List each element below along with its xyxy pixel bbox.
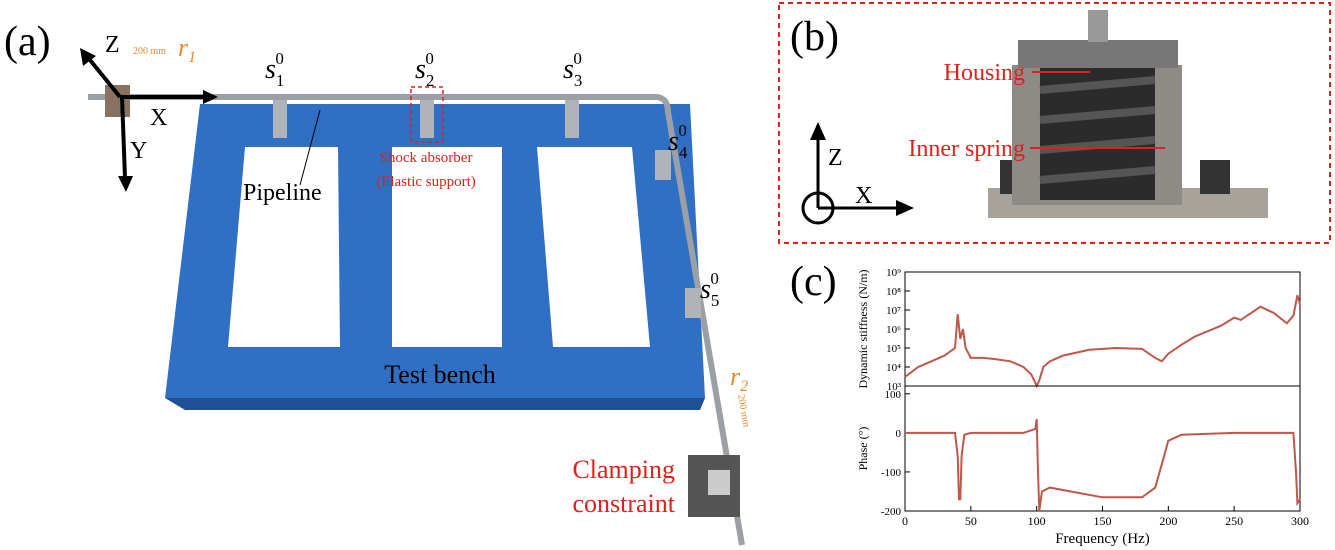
y-tick-label: 10⁹ xyxy=(886,267,901,279)
y-tick-label: -200 xyxy=(881,506,902,518)
endpoint-label: r1 xyxy=(178,33,196,66)
superscript: 0 xyxy=(275,49,284,68)
axis-label: Z xyxy=(828,145,843,171)
axis-label: X xyxy=(855,183,872,209)
annotation: constraint xyxy=(572,489,675,518)
data-line xyxy=(905,419,1300,511)
x-axis-label: Frequency (Hz) xyxy=(1055,531,1150,547)
annotation: (Elastic support) xyxy=(376,174,476,190)
annotation: Clamping xyxy=(572,455,675,484)
data-line xyxy=(905,295,1300,386)
superscript: 0 xyxy=(710,269,719,288)
subscript: 5 xyxy=(711,291,720,310)
y-axis-label: Phase (°) xyxy=(856,427,870,471)
sensor-label: s2 0 xyxy=(415,49,434,90)
symbol: s xyxy=(563,54,574,85)
sensor-label: s5 0 xyxy=(700,269,719,310)
panel-label: (c) xyxy=(790,259,837,305)
subscript: 3 xyxy=(574,71,583,90)
superscript: 0 xyxy=(678,121,687,140)
plot-frame xyxy=(905,272,1300,386)
x-tick-label: 150 xyxy=(1094,514,1112,528)
plot-frame xyxy=(905,386,1300,511)
x-tick-label: 0 xyxy=(902,514,908,528)
figure: (a) Z X Y 200 mm r1 r2 200 mm s10s20s30s… xyxy=(0,0,1335,550)
subscript: 1 xyxy=(188,49,196,66)
subscript: 2 xyxy=(426,71,435,90)
subscript: 1 xyxy=(276,71,285,90)
sensor-label: s1 0 xyxy=(265,49,284,90)
annotation: Shock absorber xyxy=(380,150,473,166)
annotation: Inner spring xyxy=(908,136,1025,162)
endpoint-label: r2 xyxy=(730,362,748,395)
y-tick-label: 10⁶ xyxy=(886,324,901,336)
y-tick-label: 10⁴ xyxy=(886,362,901,374)
symbol: s xyxy=(415,54,426,85)
subscript: 2 xyxy=(740,378,748,395)
panel-label: (b) xyxy=(790,14,839,60)
sensor-label: s3 0 xyxy=(563,49,582,90)
x-tick-label: 50 xyxy=(965,514,977,528)
shock-absorber-photo xyxy=(988,10,1268,218)
axis-label: Y xyxy=(130,138,147,164)
subscript: 4 xyxy=(679,143,688,162)
annotation: Test bench xyxy=(384,360,496,389)
distance-label: 200 mm xyxy=(133,46,166,57)
y-tick-label: 0 xyxy=(896,428,902,440)
annotation: Pipeline xyxy=(243,180,322,206)
x-tick-label: 200 xyxy=(1159,514,1177,528)
y-tick-label: 10⁸ xyxy=(886,286,901,298)
y-tick-label: 10⁷ xyxy=(886,305,901,317)
annotation: Housing xyxy=(944,60,1025,86)
axis-label: X xyxy=(150,105,167,131)
y-tick-label: 10⁵ xyxy=(886,343,901,355)
superscript: 0 xyxy=(573,49,582,68)
x-tick-label: 300 xyxy=(1291,514,1309,528)
y-tick-label: -100 xyxy=(881,467,902,479)
symbol: s xyxy=(265,54,276,85)
x-tick-label: 250 xyxy=(1225,514,1243,528)
y-tick-label: 100 xyxy=(885,389,902,401)
symbol: s xyxy=(668,126,679,157)
superscript: 0 xyxy=(425,49,434,68)
axis-label: Z xyxy=(105,32,120,58)
panel-label: (a) xyxy=(4,19,51,65)
distance-label: 200 mm xyxy=(735,394,752,429)
x-tick-label: 100 xyxy=(1028,514,1046,528)
symbol: s xyxy=(700,274,711,305)
y-axis-label: Dynamic stiffness (N/m) xyxy=(856,269,870,388)
